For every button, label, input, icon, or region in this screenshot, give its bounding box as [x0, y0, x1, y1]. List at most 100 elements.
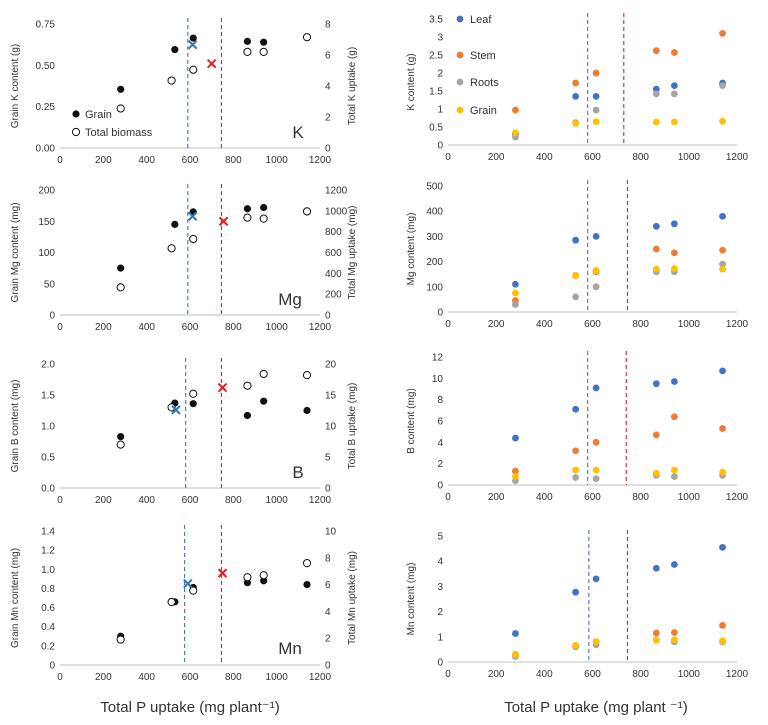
y-tick-label: 2 — [437, 459, 443, 470]
x-tick-label: 0 — [57, 495, 63, 506]
chart-panels: 0 200 400 600 800 1000 12000.000.250.500.75024… — [10, 13, 749, 683]
y-tick-label: 500 — [426, 182, 443, 193]
y2-tick-label: 5 — [325, 453, 331, 464]
x-tick-label: 1200 — [726, 152, 749, 163]
cross-stroke — [206, 58, 217, 69]
panel-K-right: 0 200 400 600 800 1000 1200 0 0.5 1 1.5 2 2.5 3 3.5 K c… — [406, 13, 749, 163]
x-tick-label: 600 — [584, 319, 601, 330]
point-grain — [592, 638, 600, 645]
y2-tick-label: 2 — [325, 634, 331, 645]
point-grain — [719, 117, 726, 125]
y2-tick-label: 0 — [325, 311, 331, 322]
y-tick-label: 4 — [437, 438, 443, 449]
x-tick-label: 600 — [182, 155, 199, 166]
x-tick-label: 0 — [57, 322, 63, 333]
x-tick-label: 1000 — [266, 495, 289, 506]
x-tick-label: 800 — [225, 155, 242, 166]
y-axis-title: Mg content (mg) — [406, 213, 417, 286]
legend-leaf-marker — [456, 15, 464, 23]
panel-Mn-right: 0 200 400 600 800 1000 1200 0 1 2 3 4 5 Mn content (m… — [406, 530, 749, 680]
legend-right: Leaf Stem Roots Grain — [456, 14, 499, 117]
point-leaf — [572, 93, 580, 100]
point-leaf — [652, 380, 660, 388]
x-axis-title-right: Total P uptake (mg plant ⁻¹) — [504, 699, 688, 716]
legend-stem-label: Stem — [470, 50, 496, 62]
x-axis-title-left: Total P uptake (mg plant⁻¹) — [100, 699, 279, 716]
point-stem — [670, 413, 678, 421]
y-axis-title: Mn content (mg) — [406, 563, 417, 636]
point-total-biomass — [243, 573, 252, 582]
point-total-biomass — [167, 597, 176, 607]
point-leaf — [572, 405, 580, 413]
y-tick-label: 2 — [437, 69, 443, 80]
point-grain — [512, 473, 519, 480]
point-grain — [512, 129, 519, 137]
y-axis-title: B content (mg) — [406, 388, 417, 454]
x-tick-label: 600 — [182, 672, 199, 683]
point-grain — [652, 469, 660, 477]
y2-tick-label: 400 — [325, 269, 342, 280]
y2-tick-label: 0 — [325, 144, 331, 155]
element-label: B — [292, 463, 303, 482]
x-tick-label: 400 — [138, 322, 155, 333]
point-roots — [572, 293, 580, 301]
point-stem — [652, 629, 660, 637]
x-tick-label: 200 — [95, 495, 112, 506]
y-tick-label: 1.5 — [41, 391, 55, 402]
point-leaf — [652, 222, 660, 230]
y2-tick-label: 1000 — [325, 206, 348, 217]
point-roots — [512, 301, 519, 308]
y-tick-label: 0 — [437, 308, 443, 319]
x-tick-label: 400 — [536, 669, 553, 680]
panel-Mg-left: 0 200 400 600 800 1000 12000501001502000200400… — [10, 184, 358, 333]
point-roots — [719, 260, 726, 268]
point-total-biomass — [189, 234, 198, 244]
y-tick-label: 6 — [437, 417, 443, 428]
point-stem — [719, 30, 726, 37]
x-tick-label: 1200 — [726, 319, 749, 330]
y-tick-label: 2.0 — [41, 360, 55, 371]
y-tick-label: 200 — [38, 186, 55, 197]
panel-B-right: 0 200 400 600 800 1000 1200 0 2 4 6 8 10 12 B content … — [406, 351, 749, 503]
legend-grain-r-marker — [456, 106, 464, 114]
legend-leaf-label: Leaf — [470, 14, 492, 26]
element-label: Mn — [278, 639, 302, 658]
point-grain — [572, 466, 580, 474]
y-axis-title: Grain K content (g) — [10, 44, 21, 128]
point-stem — [512, 467, 519, 475]
x-tick-label: 600 — [182, 322, 199, 333]
point-grain — [592, 466, 600, 474]
x-tick-label: 600 — [584, 669, 601, 680]
point-leaf — [572, 236, 580, 244]
cross-marker-red — [217, 568, 228, 578]
point-grain — [117, 432, 125, 441]
point-total-biomass — [243, 381, 252, 390]
point-roots — [572, 474, 580, 481]
x-tick-label: 400 — [138, 155, 155, 166]
cross-stroke — [171, 405, 181, 415]
y2-tick-label: 20 — [325, 360, 337, 371]
y-tick-label: 1.0 — [41, 422, 55, 433]
y-tick-label: 1.0 — [41, 565, 55, 576]
y2-tick-label: 2 — [325, 113, 331, 124]
x-tick-label: 800 — [632, 319, 649, 330]
point-roots — [670, 90, 678, 98]
x-tick-label: 600 — [584, 152, 601, 163]
y2-axis-title: Total Mn uptake (mg) — [347, 551, 358, 645]
point-total-biomass — [116, 283, 125, 292]
point-grain — [670, 118, 678, 126]
y-tick-label: 0.5 — [429, 123, 443, 134]
point-grain — [592, 267, 600, 274]
y-axis-title: Grain B content (mg) — [10, 380, 21, 473]
y-tick-label: 0.75 — [36, 20, 56, 31]
x-tick-label: 1200 — [309, 155, 332, 166]
x-tick-label: 0 — [445, 319, 451, 330]
y2-tick-label: 600 — [325, 248, 342, 259]
point-leaf — [670, 82, 678, 89]
x-tick-label: 800 — [632, 492, 649, 503]
y-tick-label: 1 — [437, 632, 443, 643]
point-total-biomass — [302, 371, 312, 380]
y2-tick-label: 0 — [325, 484, 331, 495]
x-tick-label: 200 — [95, 672, 112, 683]
